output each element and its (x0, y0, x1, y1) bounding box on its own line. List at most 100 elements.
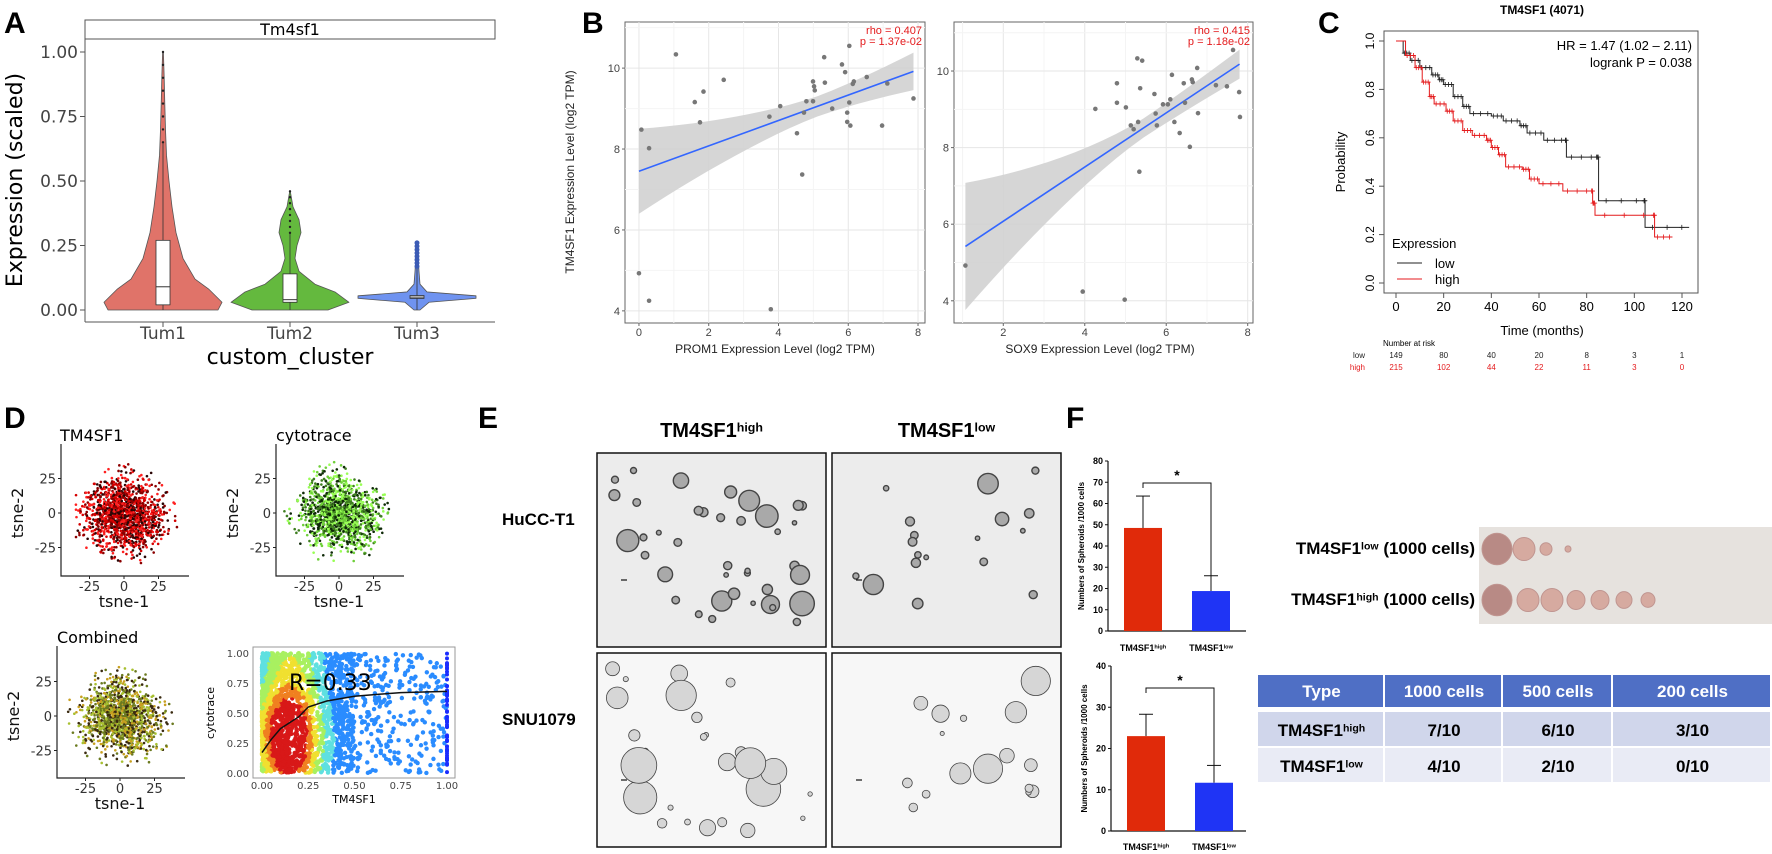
regression-line (964, 63, 1241, 248)
cell-point (111, 491, 115, 494)
cell-point (334, 531, 338, 535)
x-tick-label: -25 (294, 580, 315, 595)
cell-point (104, 748, 107, 751)
cell-point (85, 506, 89, 509)
cell-point (110, 708, 113, 711)
cell-point (360, 502, 363, 506)
cell-point (74, 535, 78, 539)
cell-point (113, 700, 116, 703)
cell-point (339, 538, 343, 542)
cell-point (89, 701, 93, 704)
x-tick-label: 25 (150, 580, 167, 595)
censor-mark (1540, 181, 1546, 187)
censor-mark (1633, 198, 1639, 204)
risk-count: 40 (1487, 351, 1496, 360)
y-tick-label: 0 (263, 507, 271, 522)
outlier-point (288, 190, 292, 193)
cell-point (134, 524, 138, 527)
cell-point (353, 527, 356, 531)
cell-point (366, 505, 370, 509)
cell-point (367, 523, 370, 526)
cell-point (148, 720, 152, 723)
cell-point (129, 709, 133, 713)
cell-point (126, 518, 130, 522)
cell-point (347, 528, 350, 531)
cell-point (129, 715, 133, 719)
y-tick-label: 10 (608, 63, 620, 75)
y-tick-label: 0.6 (1363, 129, 1377, 146)
cell-point (330, 507, 334, 510)
cell-point (363, 552, 366, 556)
cell-point (318, 522, 321, 526)
cell-point (317, 525, 321, 528)
cell-point (89, 526, 92, 530)
cell-point (89, 698, 93, 701)
cell-point (146, 501, 150, 504)
cell-point (129, 705, 133, 708)
data-point (848, 123, 853, 128)
cell-point (377, 512, 380, 515)
censor-mark (1481, 132, 1487, 138)
cell-point (160, 747, 163, 751)
cell-point (132, 736, 135, 740)
cell-point (336, 479, 340, 483)
cell-point (139, 506, 142, 510)
cell-point (129, 504, 133, 507)
censor-mark (1458, 94, 1464, 100)
data-point (1135, 56, 1140, 61)
cell-point (154, 718, 158, 722)
cell-point (382, 518, 385, 521)
outlier-point (161, 102, 165, 105)
x-tick-label: Tum1 (139, 324, 186, 344)
cell-point (139, 702, 143, 706)
cell-point (112, 533, 115, 537)
cell-point (323, 494, 327, 498)
data-point (885, 81, 890, 86)
data-point (636, 270, 642, 276)
cell-point (142, 529, 145, 533)
cell-point (358, 532, 362, 535)
cell-point (124, 528, 127, 531)
cell-point (119, 541, 123, 544)
cell-point (119, 481, 122, 484)
data-point (1182, 100, 1188, 106)
cell-point (143, 555, 147, 559)
cell-point (123, 490, 127, 493)
cell-point (138, 502, 142, 505)
cell-point (317, 485, 320, 488)
cell-point (327, 492, 331, 496)
cell-point (330, 551, 333, 554)
data-point (810, 79, 816, 84)
cell-point (118, 487, 122, 490)
cell-point (111, 689, 114, 693)
cell-point (85, 546, 88, 550)
cell-point (157, 517, 161, 521)
legend-title: Expression (1392, 236, 1456, 251)
cell-point (100, 711, 104, 715)
cell-point (118, 518, 121, 522)
outlier-point (288, 196, 292, 199)
cell-point (288, 517, 292, 521)
cell-point (314, 537, 317, 540)
cell-point (337, 528, 341, 531)
violin-plot: Tm4sf1 Expression (scaled) custom_cluste… (3, 19, 496, 370)
cell-point (125, 718, 129, 721)
cell-point (361, 500, 365, 504)
cell-point (153, 728, 157, 731)
cell-point (99, 704, 102, 708)
cell-point (105, 519, 108, 523)
cell-point (108, 676, 112, 680)
cell-point (128, 693, 131, 696)
cell-point (93, 714, 96, 717)
cell-point (352, 541, 356, 544)
risk-count: 8 (1584, 351, 1589, 360)
cell-point (340, 545, 344, 549)
cell-point (130, 746, 134, 750)
cell-point (154, 711, 158, 715)
cell-point (338, 543, 342, 547)
cell-point (121, 502, 124, 505)
cell-point (113, 696, 117, 699)
cell-point (119, 524, 122, 527)
y-tick-label: 6 (943, 219, 949, 231)
cell-point (379, 527, 383, 530)
